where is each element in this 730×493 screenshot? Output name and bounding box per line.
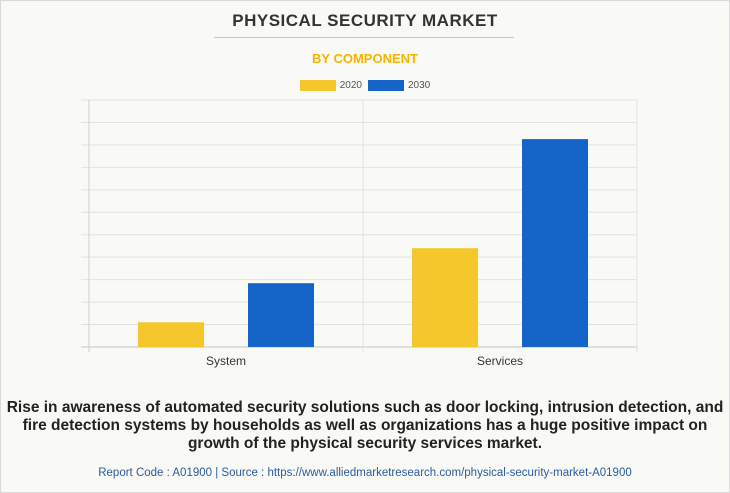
bar-services-2030 bbox=[522, 139, 588, 347]
bar-system-2020 bbox=[138, 322, 204, 347]
title-divider bbox=[214, 37, 514, 38]
bar-system-2030 bbox=[248, 283, 314, 347]
chart-title: PHYSICAL SECURITY MARKET bbox=[232, 11, 498, 30]
legend-item-2020: 2020 bbox=[299, 80, 362, 91]
report-source-footer: Report Code : A01900 | Source : https://… bbox=[98, 467, 632, 479]
x-tick-label-services: Services bbox=[477, 354, 523, 368]
legend-label-2020: 2020 bbox=[339, 80, 362, 91]
chart-subtitle: BY COMPONENT bbox=[312, 51, 418, 66]
bar-services-2020 bbox=[412, 248, 478, 347]
legend-swatch-2020 bbox=[299, 80, 336, 91]
x-tick-label-system: System bbox=[206, 354, 246, 368]
chart-caption: Rise in awareness of automated security … bbox=[6, 399, 724, 452]
chart-legend: 2020 2030 bbox=[0, 80, 730, 91]
legend-swatch-2030 bbox=[368, 80, 404, 91]
legend-label-2030: 2030 bbox=[408, 80, 431, 91]
legend-item-2030: 2030 bbox=[368, 80, 430, 91]
